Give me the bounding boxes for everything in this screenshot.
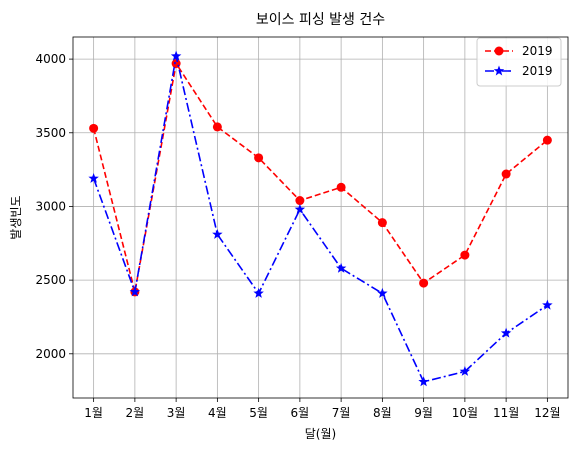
legend-label: 2019 xyxy=(522,64,553,78)
y-axis-label: 발생빈도 xyxy=(9,195,23,239)
x-tick-label: 7월 xyxy=(332,406,351,420)
x-tick-label: 4월 xyxy=(208,406,227,420)
data-point xyxy=(170,50,182,61)
chart-title: 보이스 피싱 발생 건수 xyxy=(256,12,385,28)
data-point xyxy=(542,299,553,310)
data-point xyxy=(418,376,429,387)
data-point xyxy=(500,327,512,338)
data-point xyxy=(129,286,141,297)
x-tick-label: 8월 xyxy=(373,406,392,420)
y-tick-label: 3000 xyxy=(35,199,66,213)
series-layer xyxy=(88,50,553,387)
x-tick-label: 11월 xyxy=(493,406,519,420)
legend-marker xyxy=(493,65,505,76)
y-tick-label: 4000 xyxy=(35,52,66,66)
data-point xyxy=(501,169,511,179)
data-point xyxy=(542,135,552,145)
data-point xyxy=(377,287,388,298)
x-tick-label: 5월 xyxy=(249,406,268,420)
data-point xyxy=(295,196,305,206)
data-point xyxy=(336,182,346,192)
x-axis-label: 달(월) xyxy=(305,427,336,441)
plot-frame xyxy=(72,36,569,399)
x-tick-label: 6월 xyxy=(291,406,310,420)
series-2 xyxy=(88,50,553,387)
data-point xyxy=(459,365,471,376)
x-tick-label: 3월 xyxy=(167,406,186,420)
data-point xyxy=(294,203,306,214)
data-point xyxy=(88,172,99,183)
legend-label: 2019 xyxy=(522,44,553,58)
series-line xyxy=(92,55,548,383)
ticks: 1월 2월 3월 4월 5월 6월 7월 8월 9월 10월 11월 12월 2000 2500 3000 3… xyxy=(35,52,560,420)
data-point xyxy=(419,278,429,288)
data-point xyxy=(89,123,99,133)
data-point xyxy=(254,153,264,163)
y-tick-label: 3500 xyxy=(35,126,66,140)
grid xyxy=(73,37,568,398)
x-tick-label: 9월 xyxy=(414,406,433,420)
x-tick-label: 2월 xyxy=(126,406,145,420)
x-tick-label: 10월 xyxy=(452,406,478,420)
data-point xyxy=(212,122,222,132)
data-point xyxy=(253,287,264,298)
data-point xyxy=(335,262,347,273)
data-point xyxy=(460,250,470,260)
legend: 2019 2019 xyxy=(476,37,562,87)
data-point xyxy=(212,228,223,239)
x-tick-label: 12월 xyxy=(534,406,560,420)
data-point xyxy=(377,218,387,228)
y-tick-label: 2500 xyxy=(35,273,66,287)
y-tick-label: 2000 xyxy=(35,347,66,361)
legend-marker xyxy=(494,46,504,56)
series-line xyxy=(92,61,548,293)
x-tick-label: 1월 xyxy=(84,406,103,420)
